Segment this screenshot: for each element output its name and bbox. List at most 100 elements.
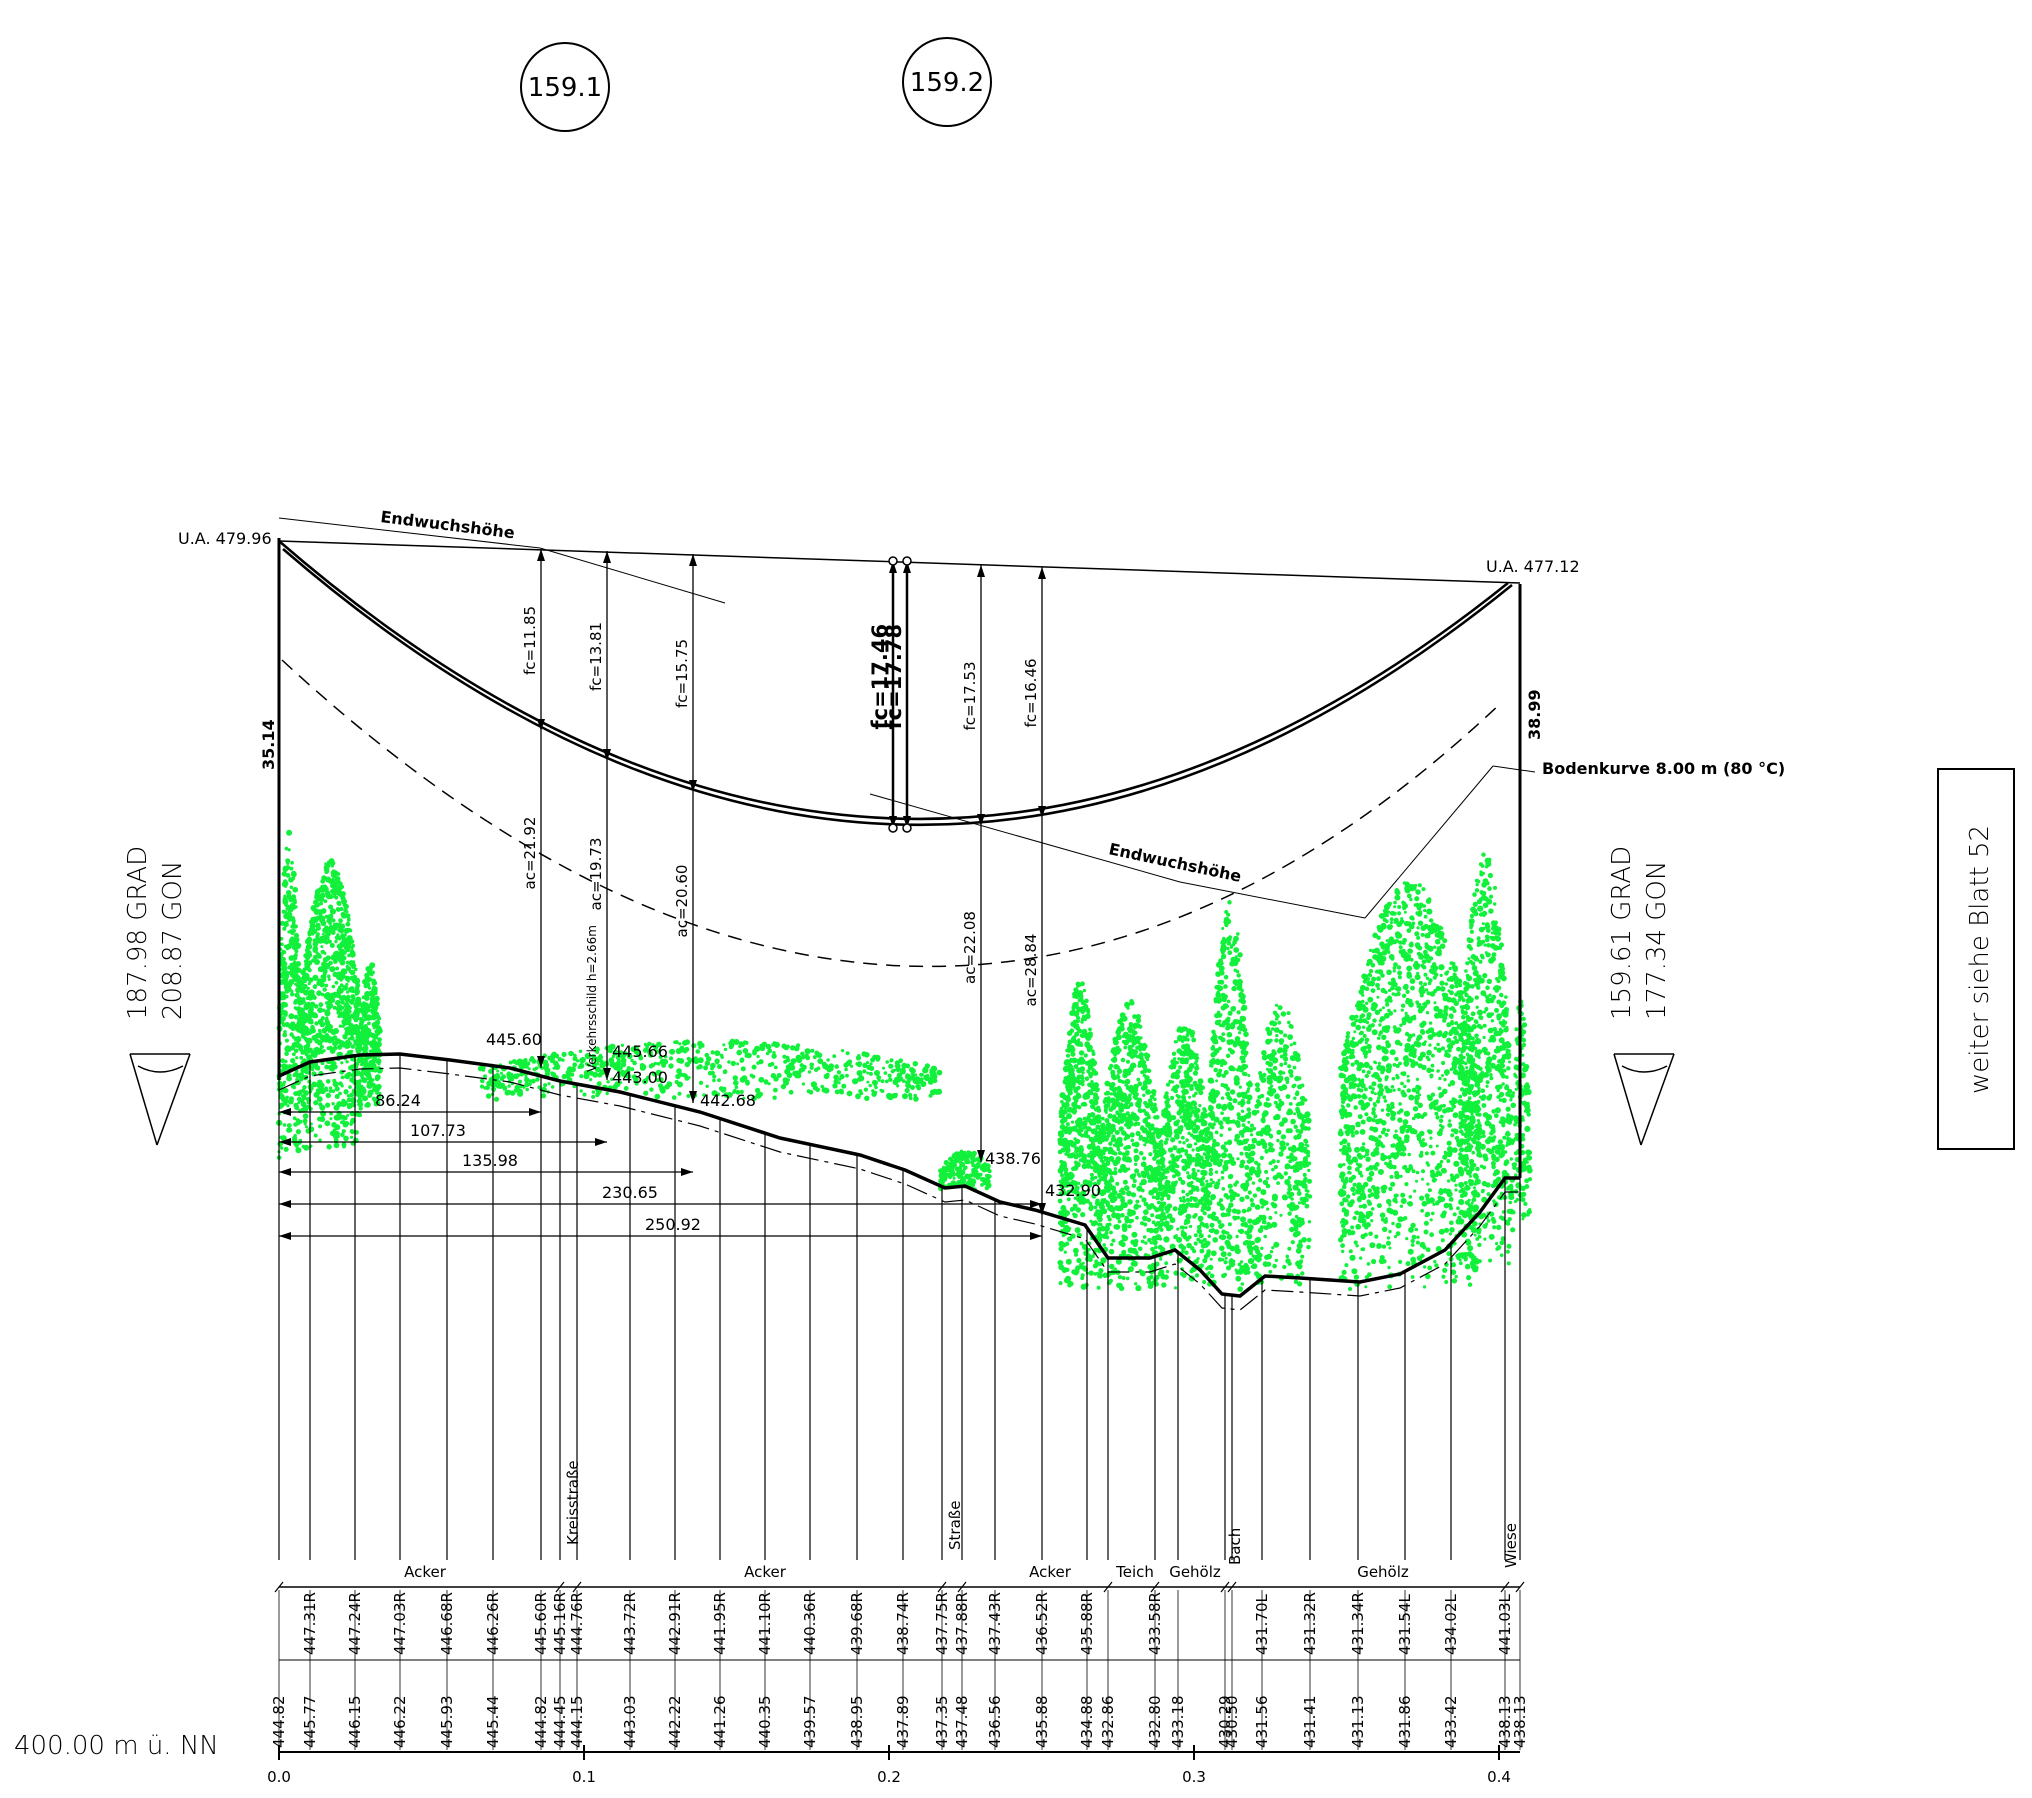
- vegetation-point: [327, 1036, 333, 1041]
- vegetation-point: [1229, 1198, 1234, 1203]
- vegetation-point: [313, 1100, 319, 1106]
- vegetation-point: [1096, 1285, 1101, 1290]
- vegetation-point: [1098, 1233, 1104, 1239]
- vegetation-point: [1246, 1195, 1250, 1200]
- vegetation-point: [985, 1178, 991, 1185]
- vegetation-point: [1129, 999, 1134, 1004]
- vegetation-point: [285, 946, 290, 951]
- vegetation-point: [703, 1065, 709, 1071]
- vegetation-point: [1274, 1017, 1279, 1021]
- vegetation-point: [682, 1040, 688, 1046]
- vegetation-point: [1073, 1247, 1079, 1254]
- vegetation-point: [1093, 1221, 1098, 1225]
- vegetation-point: [1247, 1081, 1253, 1088]
- vegetation-point: [1236, 1123, 1241, 1128]
- vegetation-point: [343, 927, 350, 934]
- vegetation-point: [1180, 1230, 1185, 1234]
- vegetation-point: [1289, 1043, 1293, 1047]
- vegetation-point: [1138, 1151, 1144, 1156]
- vegetation-point: [1239, 1055, 1245, 1061]
- vegetation-point: [930, 1073, 935, 1077]
- vegetation-point: [1242, 1027, 1248, 1033]
- vegetation-point: [541, 1093, 547, 1099]
- vegetation-point: [1210, 1088, 1216, 1094]
- vegetation-point: [494, 1096, 499, 1102]
- vegetation-point: [1239, 1151, 1244, 1156]
- vegetation-point: [1160, 1211, 1166, 1218]
- vegetation-point: [1213, 1229, 1220, 1235]
- vegetation-point: [312, 941, 319, 947]
- vegetation-point: [1127, 1211, 1133, 1217]
- vegetation-point: [377, 1062, 381, 1066]
- vegetation-point: [1238, 998, 1243, 1003]
- vegetation-point: [1271, 1195, 1278, 1202]
- vegetation-point: [1240, 1159, 1246, 1165]
- vegetation-point: [970, 1152, 977, 1158]
- vegetation-point: [1290, 1118, 1296, 1125]
- vegetation-point: [334, 1000, 340, 1005]
- vegetation-point: [1094, 1087, 1100, 1093]
- vegetation-point: [1113, 1064, 1119, 1070]
- vegetation-point: [287, 1127, 293, 1133]
- vegetation-point: [561, 1058, 565, 1062]
- vegetation-point: [1156, 1135, 1161, 1139]
- vegetation-point: [1109, 1131, 1113, 1135]
- vegetation-point: [1238, 1129, 1245, 1136]
- vegetation-point: [1119, 1079, 1124, 1084]
- vegetation-point: [1198, 1145, 1205, 1152]
- vegetation-point: [320, 974, 326, 980]
- vegetation-point: [1105, 1235, 1110, 1240]
- vegetation-point: [1225, 1025, 1231, 1031]
- vegetation-point: [335, 981, 339, 985]
- vegetation-point: [1223, 1260, 1228, 1265]
- vegetation-point: [1242, 1186, 1249, 1192]
- vegetation-point: [712, 1078, 716, 1083]
- vegetation-point: [804, 1048, 811, 1055]
- vegetation-point: [345, 982, 349, 987]
- vegetation-point: [1092, 1128, 1097, 1133]
- vegetation-point: [1223, 984, 1228, 989]
- vegetation-point: [328, 1066, 334, 1071]
- vegetation-point: [1067, 1090, 1073, 1096]
- vegetation-point: [1129, 1266, 1134, 1271]
- vegetation-point: [1138, 1054, 1144, 1060]
- vegetation-point: [339, 974, 345, 980]
- vegetation-point: [1151, 1220, 1156, 1225]
- vegetation-point: [1128, 1048, 1135, 1054]
- vegetation-point: [332, 1040, 339, 1047]
- vegetation-point: [656, 1078, 660, 1083]
- vegetation-point: [1110, 1138, 1115, 1143]
- vegetation-point: [1165, 1137, 1169, 1142]
- vegetation-point: [317, 1007, 323, 1013]
- vegetation-point: [281, 1067, 287, 1073]
- vegetation-point: [843, 1062, 849, 1068]
- vegetation-point: [1190, 1157, 1196, 1163]
- vegetation-point: [717, 1078, 721, 1083]
- vegetation-point: [1111, 1057, 1118, 1063]
- vegetation-point: [1154, 1245, 1158, 1250]
- vegetation-point: [796, 1057, 803, 1064]
- vegetation-point: [1120, 1057, 1126, 1063]
- vegetation-point: [316, 980, 322, 986]
- vegetation-point: [340, 1084, 344, 1088]
- vegetation-point: [317, 1040, 323, 1046]
- vegetation-point: [1230, 944, 1234, 948]
- vegetation-point: [1172, 1174, 1176, 1179]
- vegetation-point: [287, 848, 291, 852]
- vegetation-point: [928, 1093, 933, 1098]
- vegetation-point: [1119, 1012, 1126, 1018]
- vegetation-point: [286, 894, 292, 900]
- vegetation-point: [1172, 1206, 1178, 1212]
- vegetation-point: [1089, 1112, 1096, 1118]
- vegetation-point: [1063, 1097, 1067, 1100]
- vegetation-point: [1231, 1259, 1236, 1263]
- vegetation-point: [1190, 1180, 1194, 1185]
- vegetation-point: [1287, 1175, 1292, 1180]
- vegetation-point: [331, 984, 336, 989]
- vegetation-point: [1272, 1059, 1277, 1064]
- vegetation-point: [1203, 1137, 1208, 1143]
- vegetation-point: [812, 1055, 817, 1060]
- vegetation-point: [1080, 1283, 1087, 1290]
- vegetation-point: [366, 1080, 372, 1086]
- vegetation-point: [887, 1073, 892, 1078]
